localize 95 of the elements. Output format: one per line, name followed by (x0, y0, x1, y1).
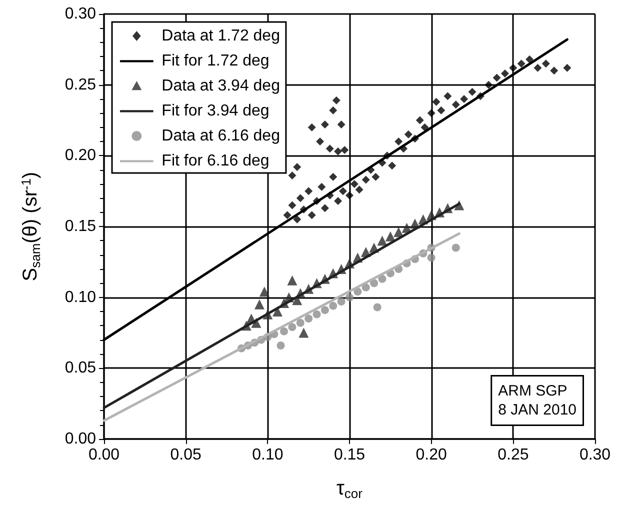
point (372, 172, 380, 181)
point (509, 64, 518, 72)
point (329, 106, 338, 114)
point (534, 64, 542, 72)
x-tick-label: 0.10 (252, 446, 284, 464)
point (542, 60, 550, 68)
legend-label: Data at 1.72 deg (162, 28, 280, 44)
point (272, 306, 282, 316)
point (420, 123, 429, 132)
point (377, 236, 388, 246)
point (432, 98, 440, 106)
point (318, 182, 326, 191)
point (355, 186, 364, 194)
point (427, 254, 436, 262)
legend-label: Data at 6.16 deg (162, 128, 280, 144)
point (346, 191, 354, 200)
point (293, 215, 302, 224)
point (444, 92, 452, 100)
point (320, 204, 329, 212)
point (350, 180, 358, 188)
point (288, 172, 296, 180)
point (334, 147, 342, 156)
y-tick-label: 0.15 (64, 218, 96, 235)
x-tick-label: 0.05 (170, 446, 202, 464)
point (337, 120, 346, 128)
point (298, 328, 309, 338)
point (338, 187, 347, 196)
point (320, 306, 329, 314)
point (378, 274, 386, 283)
legend-label: Fit for 1.72 deg (162, 52, 270, 70)
point (373, 303, 382, 312)
point (362, 176, 370, 184)
point (500, 70, 509, 78)
point (337, 298, 346, 306)
point (385, 231, 396, 242)
point (329, 302, 338, 310)
x-tick-label: 0.00 (88, 446, 120, 464)
x-tick-label: 0.25 (498, 446, 529, 464)
point (326, 144, 334, 153)
point (254, 299, 264, 310)
legend-label: Fit for 3.94 deg (162, 102, 270, 120)
point (259, 286, 270, 297)
point (304, 314, 313, 323)
x-tick-label: 0.15 (334, 446, 366, 464)
point (416, 116, 424, 124)
point (276, 342, 285, 350)
point (563, 64, 572, 72)
point (404, 130, 412, 138)
point (460, 95, 468, 103)
point (452, 100, 460, 109)
point (288, 201, 296, 210)
point (296, 318, 304, 327)
point (437, 106, 446, 114)
point (287, 275, 298, 286)
point (334, 197, 342, 205)
point (329, 172, 338, 181)
legend-label: Data at 3.94 deg (162, 78, 280, 94)
point (304, 187, 313, 196)
point (308, 211, 316, 220)
point (468, 88, 476, 96)
point (293, 163, 302, 171)
point (346, 293, 354, 302)
point (492, 74, 501, 82)
x-tick-label: 0.20 (416, 446, 448, 464)
point (362, 283, 370, 292)
y-tick-label: 0.30 (64, 6, 96, 22)
legend-label: Fit for 6.16 deg (162, 152, 270, 170)
point (316, 138, 324, 146)
annotation: 8 JAN 2010 (498, 402, 577, 418)
y-tick-label: 0.20 (64, 147, 96, 164)
y-tick-label: 0.10 (64, 288, 96, 306)
point (517, 60, 526, 68)
point (370, 279, 378, 288)
point (394, 138, 403, 146)
point (484, 80, 493, 89)
point (526, 55, 534, 64)
point (452, 244, 460, 252)
point (388, 162, 396, 170)
y-tick-label: 0.25 (64, 76, 96, 94)
point (283, 211, 292, 220)
point (308, 123, 316, 132)
point (320, 120, 329, 128)
point (550, 66, 558, 75)
y-axis-title: Ssam(θ) (sr-1) (18, 172, 43, 282)
y-tick-label: 0.00 (64, 430, 96, 448)
annotation: ARM SGP (498, 382, 568, 400)
point (296, 194, 304, 202)
point (427, 109, 436, 118)
point (288, 323, 296, 332)
point (280, 327, 288, 336)
x-tick-label: 0.30 (579, 446, 611, 464)
y-tick-label: 0.05 (64, 360, 96, 377)
point (312, 310, 321, 318)
point (332, 96, 340, 104)
point (340, 146, 349, 154)
